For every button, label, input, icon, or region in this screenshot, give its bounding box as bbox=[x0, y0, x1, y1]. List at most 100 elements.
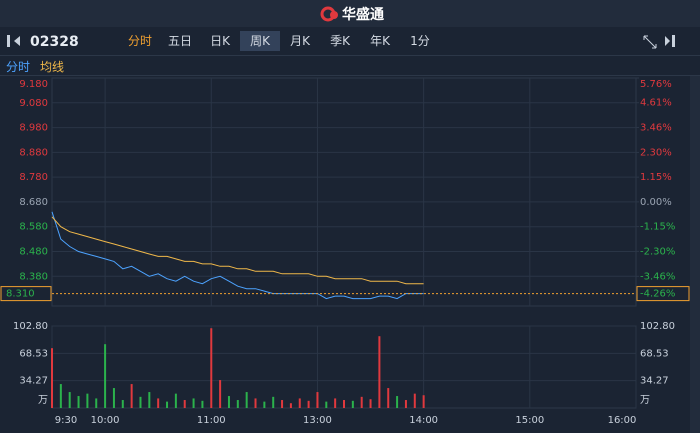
volume-bar bbox=[413, 393, 416, 408]
y-tick-label: 8.480 bbox=[19, 246, 48, 257]
y2-tick-label: 1.15% bbox=[640, 172, 672, 183]
volume-bar bbox=[298, 398, 301, 408]
volume-bar bbox=[59, 384, 62, 408]
volume-bar bbox=[112, 388, 115, 408]
y2-tick-label: 4.61% bbox=[640, 98, 672, 109]
y-tick-label: 8.580 bbox=[19, 222, 48, 233]
volume-bar bbox=[263, 401, 266, 408]
y-tick-label: 8.380 bbox=[19, 271, 48, 282]
x-tick-label: 9:30 bbox=[55, 415, 77, 426]
volume-bar bbox=[121, 400, 124, 408]
volume-bar bbox=[316, 392, 319, 408]
period-tab[interactable]: 分时 bbox=[127, 34, 152, 48]
volume-bar bbox=[396, 396, 399, 408]
y-tick-label: 8.780 bbox=[19, 172, 48, 183]
toolbar: 02328 分时 五日 日K 周K 月K 季K 年K 1分 bbox=[0, 28, 700, 56]
side-panel bbox=[690, 76, 700, 433]
volume-bar bbox=[227, 396, 230, 408]
volume-bar bbox=[334, 398, 337, 408]
volume-bar bbox=[166, 401, 169, 408]
volume-bar bbox=[307, 400, 310, 408]
y2-tick-label: 3.46% bbox=[640, 122, 672, 133]
last-price-box bbox=[0, 286, 52, 302]
volume-bar bbox=[51, 348, 53, 408]
y2-tick-label: 0.00% bbox=[640, 197, 672, 208]
period-tab[interactable]: 日K bbox=[210, 34, 230, 48]
y2-tick-label: 102.80 bbox=[640, 321, 675, 332]
volume-bar bbox=[201, 400, 204, 408]
volume-bar bbox=[289, 403, 292, 408]
period-tab[interactable]: 五日 bbox=[167, 34, 192, 48]
volume-bar bbox=[281, 400, 284, 408]
stock-code: 02328 bbox=[30, 34, 79, 50]
y2-tick-label: -3.46% bbox=[640, 271, 675, 282]
period-tab[interactable]: 年K bbox=[370, 34, 390, 48]
volume-bar bbox=[86, 393, 89, 408]
volume-bar bbox=[272, 396, 275, 408]
period-tab[interactable]: 周K bbox=[240, 31, 280, 51]
legend-average[interactable]: 均线 bbox=[40, 60, 65, 74]
volume-bar bbox=[139, 396, 142, 408]
x-tick-label: 16:00 bbox=[608, 415, 637, 426]
brand: 华盛通 bbox=[342, 7, 384, 23]
y2-tick-label: 2.30% bbox=[640, 147, 672, 158]
logo bbox=[320, 6, 338, 22]
volume-bar bbox=[369, 399, 372, 408]
period-tab[interactable]: 季K bbox=[330, 34, 350, 48]
volume-bar bbox=[183, 400, 186, 408]
x-tick-label: 10:00 bbox=[91, 415, 120, 426]
volume-bar bbox=[130, 384, 133, 408]
volume-bar bbox=[77, 396, 80, 408]
volume-bar bbox=[236, 400, 239, 408]
x-tick-label: 14:00 bbox=[409, 415, 438, 426]
y2-tick-label: 5.76% bbox=[640, 79, 672, 90]
tool-icons[interactable] bbox=[640, 32, 690, 52]
volume-bar bbox=[325, 401, 328, 408]
y-tick-label: 9.180 bbox=[19, 79, 48, 90]
volume-pane bbox=[51, 325, 637, 409]
top-bar: 华盛通 bbox=[0, 0, 700, 27]
y-tick-label: 8.680 bbox=[19, 197, 48, 208]
y-tick-label: 8.880 bbox=[19, 147, 48, 158]
volume-bar bbox=[174, 393, 177, 408]
period-tab[interactable]: 月K bbox=[290, 34, 310, 48]
volume-bar bbox=[219, 380, 222, 408]
period-tab[interactable]: 1分 bbox=[410, 34, 430, 48]
x-tick-label: 15:00 bbox=[515, 415, 544, 426]
volume-bar bbox=[351, 400, 354, 408]
price-line bbox=[51, 216, 424, 285]
volume-bar bbox=[68, 392, 71, 408]
volume-bar bbox=[343, 400, 345, 408]
last-change-box bbox=[636, 286, 690, 302]
volume-unit: 万 bbox=[640, 395, 650, 406]
volume-bar bbox=[254, 398, 257, 408]
volume-bar bbox=[245, 392, 248, 408]
volume-bar bbox=[210, 328, 213, 408]
period-tabs: 分时 五日 日K 周K 月K 季K 年K 1分 bbox=[120, 31, 440, 51]
y-tick-label: 102.80 bbox=[13, 321, 48, 332]
volume-bar bbox=[192, 398, 195, 408]
price-line bbox=[51, 211, 424, 300]
volume-bar bbox=[422, 395, 425, 408]
y-tick-label: 8.980 bbox=[19, 123, 48, 134]
last-price-label: 8.310 bbox=[6, 289, 35, 300]
volume-bar bbox=[378, 336, 381, 408]
x-tick-label: 13:00 bbox=[303, 415, 332, 426]
legend-price[interactable]: 分时 bbox=[6, 60, 31, 74]
y2-tick-label: 34.27 bbox=[640, 376, 669, 387]
volume-bar bbox=[95, 398, 98, 408]
back-icon[interactable] bbox=[6, 32, 26, 52]
legend-row: 分时 均线 bbox=[0, 56, 700, 76]
y2-tick-label: -2.30% bbox=[640, 246, 675, 257]
volume-bar bbox=[360, 396, 363, 408]
volume-unit: 万 bbox=[38, 395, 48, 406]
volume-bar bbox=[104, 344, 107, 408]
y2-tick-label: -1.15% bbox=[640, 222, 675, 233]
x-tick-label: 11:00 bbox=[197, 415, 226, 426]
y-tick-label: 68.53 bbox=[19, 348, 48, 359]
y-tick-label: 34.27 bbox=[19, 376, 48, 387]
y-tick-label: 9.080 bbox=[19, 98, 48, 109]
last-change-label: -4.26% bbox=[640, 289, 675, 300]
